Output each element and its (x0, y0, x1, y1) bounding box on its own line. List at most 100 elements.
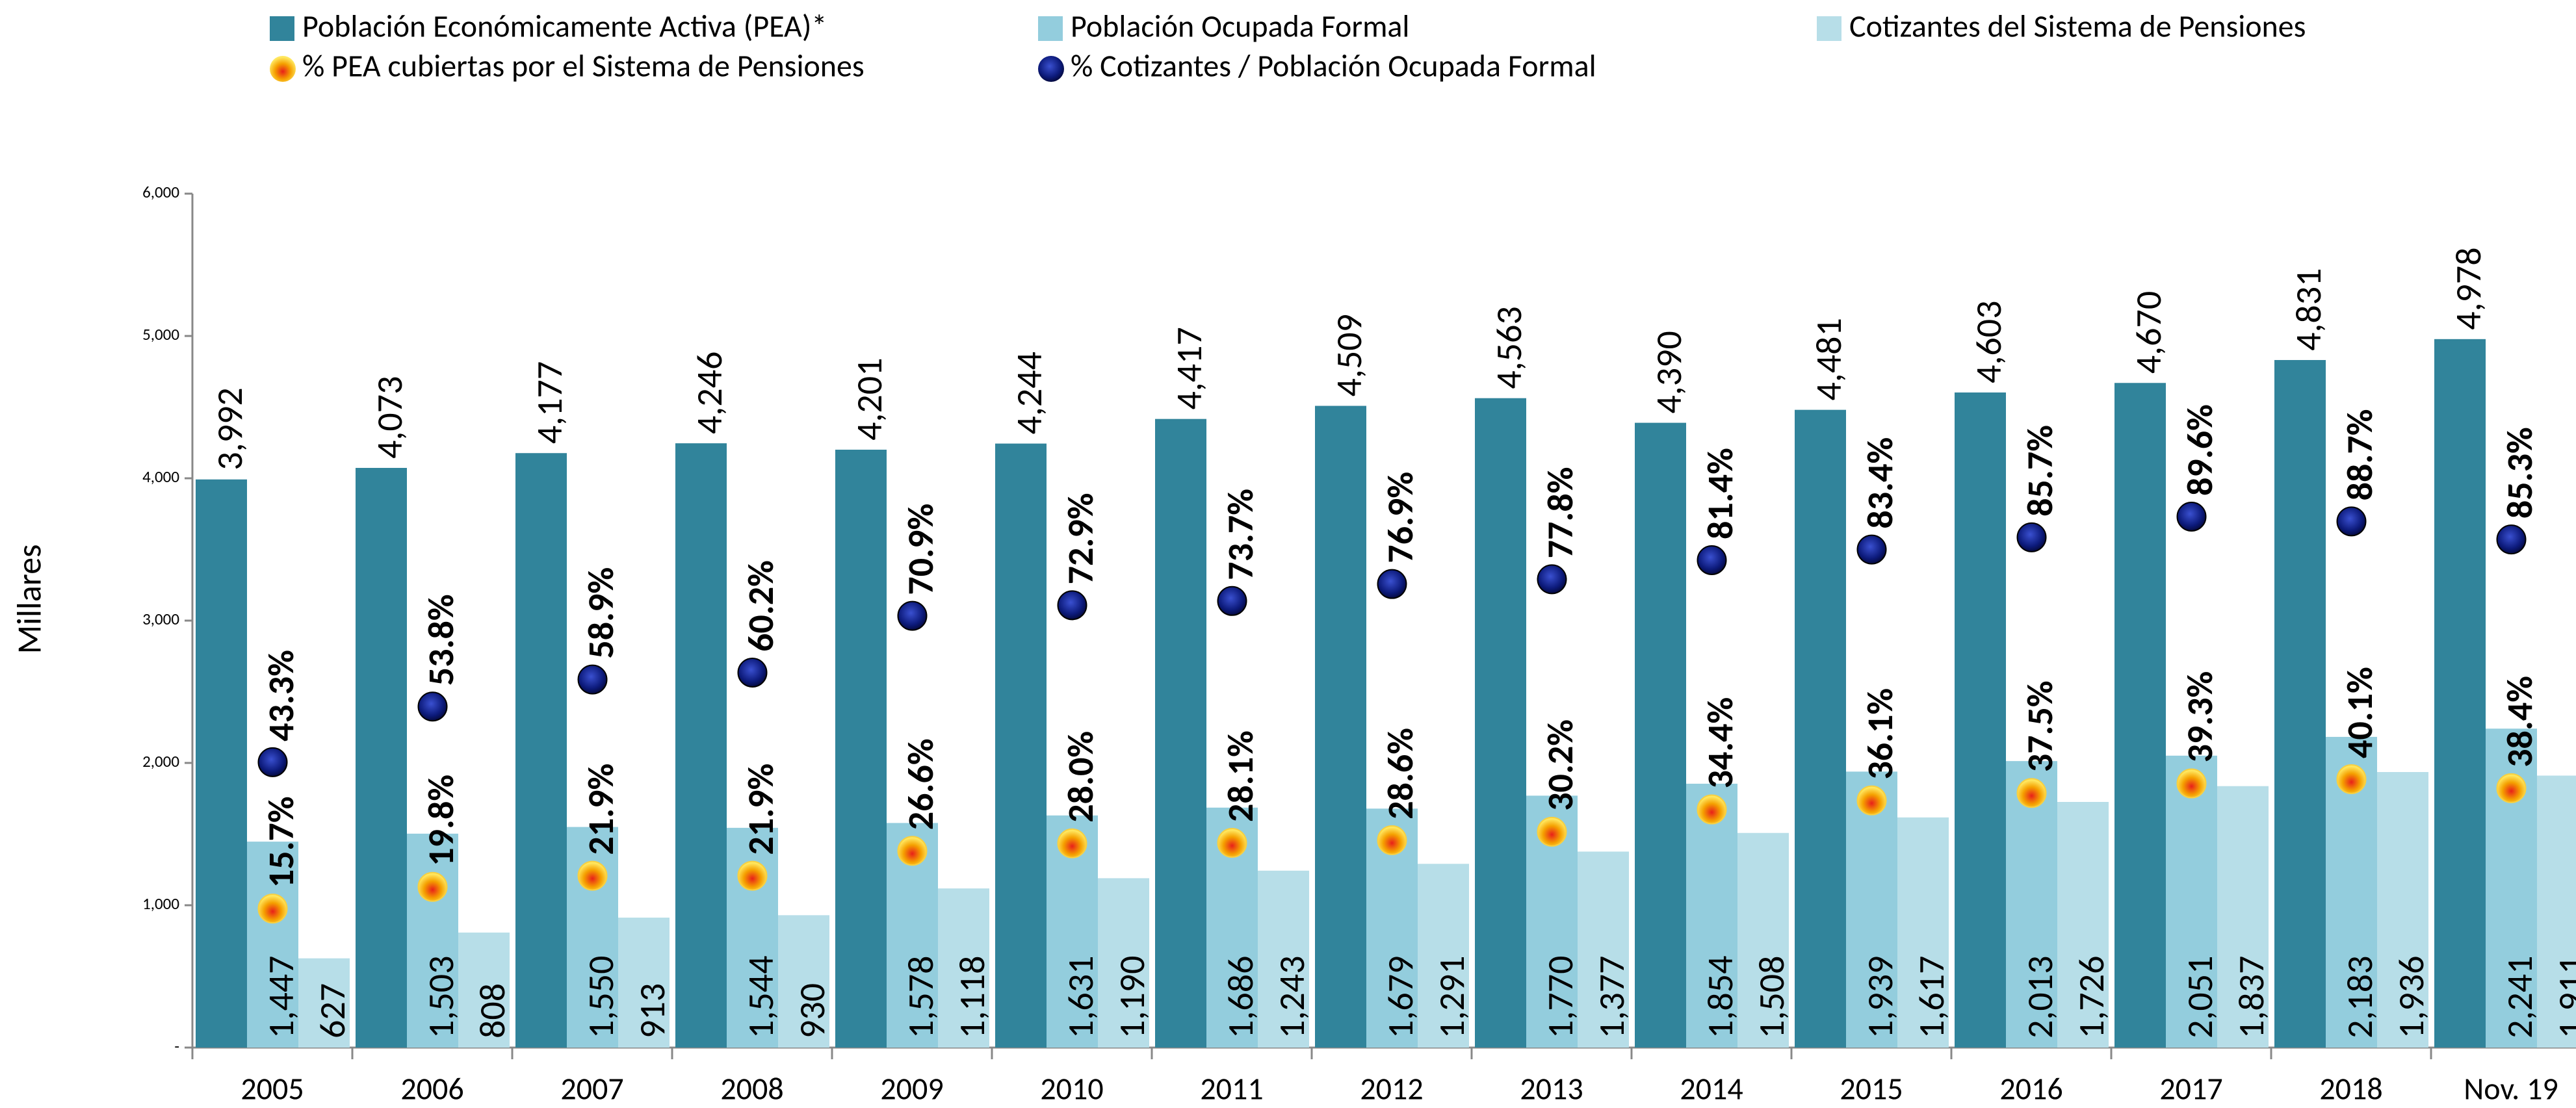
bar-value-label: 1,508 (1750, 955, 1794, 1038)
legend-swatch (1038, 16, 1063, 41)
bar-value-label: 930 (790, 983, 835, 1038)
bar-value-label: 4,603 (1967, 300, 2011, 383)
marker (1697, 794, 1727, 825)
marker-value-label: 40.1% (2338, 667, 2382, 758)
bar (1098, 878, 1149, 1048)
marker (257, 894, 288, 924)
legend-label: % PEA cubiertas por el Sistema de Pensio… (302, 46, 865, 84)
bar-value-label: 1,726 (2070, 955, 2114, 1038)
marker (2176, 502, 2207, 532)
bar-value-label: 1,939 (1858, 955, 1903, 1038)
bar-value-label: 1,243 (1270, 955, 1314, 1038)
bar-value-label: 4,481 (1807, 318, 1851, 401)
bar-value-label: 2,241 (2498, 955, 2542, 1038)
bar (247, 842, 298, 1048)
bar-value-label: 4,177 (528, 361, 572, 444)
bar-value-label: 4,509 (1327, 314, 1372, 397)
marker (1217, 586, 1247, 616)
x-tick-label: 2010 (1040, 1069, 1103, 1107)
legend-label: % Cotizantes / Población Ocupada Formal (1071, 46, 1596, 84)
marker-value-label: 60.2% (739, 560, 783, 652)
y-tick-label: 6,000 (142, 182, 179, 202)
bar (2217, 786, 2269, 1048)
bar (1897, 817, 1949, 1048)
bar (2006, 761, 2057, 1048)
bar-value-label: 1,447 (259, 955, 304, 1038)
bar (618, 918, 670, 1048)
marker-value-label: 37.5% (2018, 680, 2062, 772)
bar (1635, 422, 1686, 1048)
bar-value-label: 1,770 (1539, 955, 1583, 1038)
y-tick-label: 5,000 (142, 324, 179, 344)
marker (417, 871, 448, 902)
marker-value-label: 34.4% (1698, 697, 1743, 789)
x-tick-label: 2016 (1999, 1069, 2062, 1107)
bar-value-label: 2,051 (2178, 955, 2222, 1038)
bar (2377, 772, 2428, 1048)
marker-value-label: 30.2% (1539, 719, 1583, 811)
bar (2057, 802, 2109, 1048)
bar-value-label: 4,073 (368, 376, 412, 459)
marker (2336, 764, 2367, 795)
bar (196, 479, 247, 1048)
legend-label: Cotizantes del Sistema de Pensiones (1849, 6, 2306, 45)
bar (1475, 398, 1526, 1048)
x-tick-label: 2009 (880, 1069, 943, 1107)
bar (1155, 419, 1206, 1048)
marker (897, 600, 928, 631)
marker-value-label: 15.7% (259, 796, 304, 888)
marker-value-label: 28.6% (1379, 728, 1423, 819)
marker-value-label: 39.3% (2178, 671, 2222, 763)
marker-value-label: 19.8% (419, 775, 463, 866)
marker (577, 860, 608, 891)
marker (737, 657, 768, 688)
bar-value-label: 1,578 (899, 955, 943, 1038)
marker (1537, 564, 1567, 595)
bar (1737, 832, 1789, 1048)
marker (897, 836, 928, 866)
marker-value-label: 26.6% (899, 738, 943, 830)
bar-value-label: 4,417 (1167, 327, 1212, 410)
bar-value-label: 1,911 (2549, 955, 2576, 1038)
marker-value-label: 70.9% (899, 504, 943, 595)
bar-value-label: 627 (311, 983, 355, 1038)
marker (577, 664, 608, 695)
legend-marker (270, 56, 296, 82)
bar-value-label: 4,244 (1008, 352, 1052, 435)
marker-value-label: 85.7% (2018, 425, 2062, 517)
bar (1955, 392, 2006, 1048)
marker (1217, 827, 1247, 858)
bar-value-label: 1,854 (1698, 955, 1743, 1038)
bar-value-label: 1,679 (1379, 955, 1423, 1038)
marker-value-label: 77.8% (1539, 467, 1583, 558)
x-tick-label: 2007 (560, 1069, 623, 1107)
marker-value-label: 88.7% (2338, 409, 2382, 500)
y-tick-label: 4,000 (142, 467, 179, 487)
marker (2336, 506, 2367, 537)
marker (1856, 534, 1887, 565)
legend-swatch (1817, 16, 1841, 41)
bar-value-label: 1,617 (1910, 955, 1954, 1038)
bar (407, 833, 458, 1048)
x-tick-label: 2017 (2159, 1069, 2222, 1107)
bar (995, 443, 1047, 1048)
y-tick-label: 3,000 (142, 609, 179, 629)
legend-label: Población Económicamente Activa (PEA)* (302, 6, 827, 45)
x-tick-label: 2014 (1680, 1069, 1743, 1107)
legend-label: Población Ocupada Formal (1071, 6, 1409, 45)
bar (1258, 870, 1309, 1048)
bar-value-label: 4,246 (688, 352, 732, 435)
bar (778, 915, 829, 1048)
marker (2496, 524, 2527, 555)
marker (2016, 522, 2047, 552)
marker-value-label: 53.8% (419, 594, 463, 686)
marker-value-label: 36.1% (1858, 688, 1903, 780)
x-tick-label: 2018 (2319, 1069, 2382, 1107)
y-tick-label: 1,000 (142, 894, 179, 914)
bar-value-label: 4,563 (1487, 306, 1531, 389)
marker-value-label: 83.4% (1858, 437, 1903, 529)
marker (1697, 545, 1727, 575)
bar (1578, 851, 1629, 1048)
